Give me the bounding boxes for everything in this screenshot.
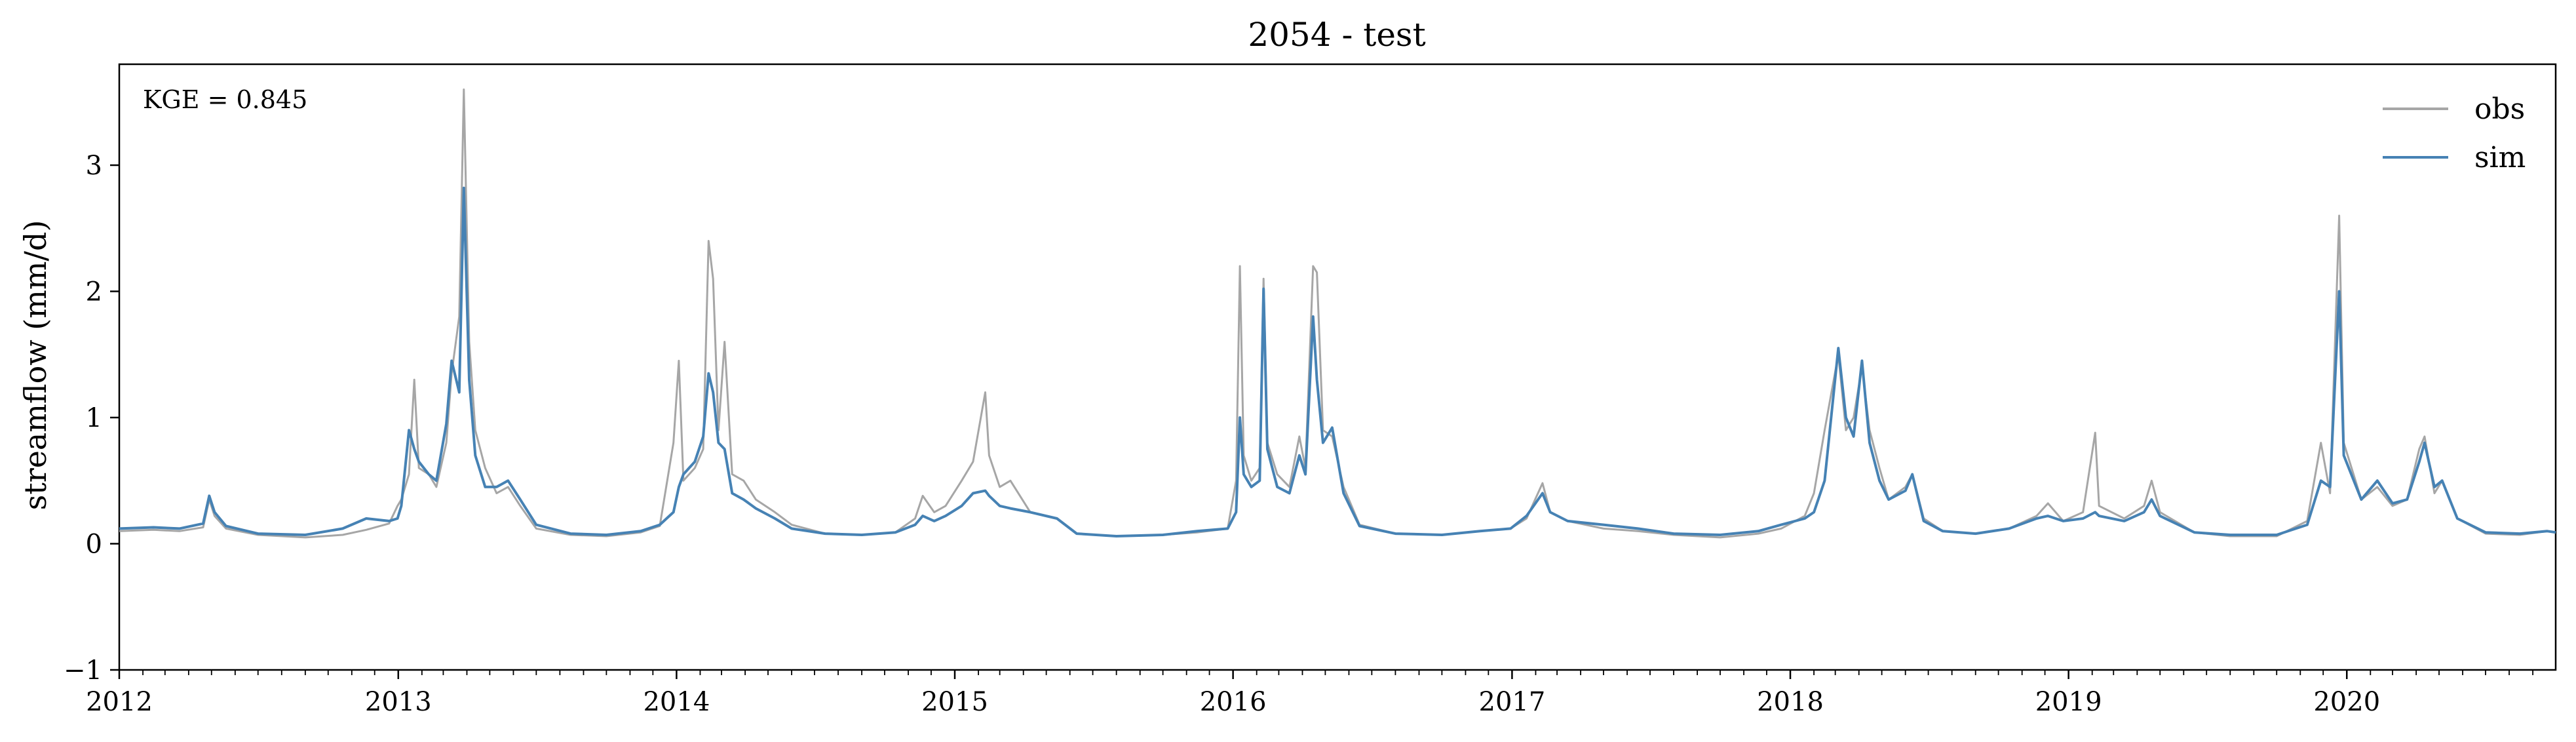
series-line-sim <box>119 186 2556 537</box>
x-tick-label: 2014 <box>643 687 710 717</box>
y-tick-label: 1 <box>86 403 102 433</box>
x-tick-label: 2017 <box>1479 687 1546 717</box>
plot-frame <box>118 63 2557 671</box>
x-tick-label: 2019 <box>2035 687 2102 717</box>
x-tick-label: 2015 <box>921 687 988 717</box>
x-tick-label: 2012 <box>86 687 153 717</box>
legend-label-obs: obs <box>2474 92 2525 126</box>
kge-annotation: KGE = 0.845 <box>143 85 307 114</box>
y-tick-label: 3 <box>86 151 102 181</box>
y-tick-label: −1 <box>64 655 102 686</box>
y-axis-ticks: −1 0 1 2 3 <box>64 151 119 686</box>
y-tick-label: 0 <box>86 530 102 560</box>
chart-title: 2054 - test <box>1248 16 1425 54</box>
x-tick-label: 2013 <box>365 687 432 717</box>
legend: obs sim <box>2383 92 2526 174</box>
x-axis-ticks: 2012 2013 2014 2015 2016 2017 2018 2019 2020 <box>86 670 2534 717</box>
series-layer <box>119 88 2556 539</box>
x-tick-label: 2016 <box>1200 687 1267 717</box>
plot-area: 2012 2013 2014 2015 2016 2017 2018 2019 2020 −1 0… <box>64 63 2557 717</box>
y-axis-label: streamflow (mm/d) <box>18 220 53 511</box>
series-line-obs <box>119 88 2556 539</box>
legend-label-sim: sim <box>2474 141 2526 174</box>
x-tick-label: 2020 <box>2313 687 2380 717</box>
y-tick-label: 2 <box>86 277 102 307</box>
x-tick-label: 2018 <box>1757 687 1824 717</box>
